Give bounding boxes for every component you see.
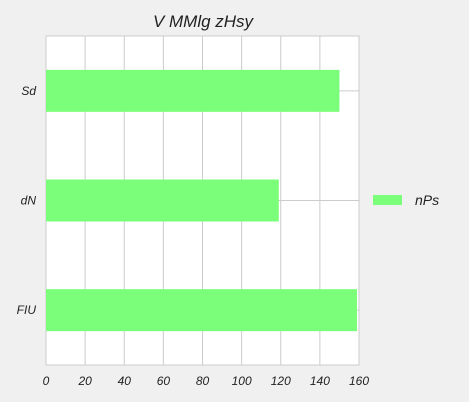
- x-tick-label: 100: [232, 374, 252, 388]
- bars: [46, 69, 358, 332]
- x-tick-label: 120: [271, 374, 291, 388]
- x-tick-label: 40: [118, 374, 132, 388]
- x-axis-ticks: 0 20 40 60 80 100 120 140 160: [43, 374, 370, 388]
- x-tick-label: 60: [157, 374, 171, 388]
- bar-dn: [46, 179, 279, 222]
- x-tick-label: 160: [349, 374, 369, 388]
- x-tick-label: 0: [43, 374, 50, 388]
- x-tick-label: 140: [310, 374, 330, 388]
- bar-sd: [46, 69, 340, 112]
- y-tick-label: dN: [21, 194, 37, 208]
- y-tick-label: Sd: [21, 84, 36, 98]
- legend-label: nPs: [415, 192, 439, 208]
- y-tick-label: FIU: [17, 303, 37, 317]
- chart-title: V MMlg zHsy: [153, 12, 255, 31]
- legend: nPs: [373, 192, 439, 208]
- x-tick-label: 20: [77, 374, 92, 388]
- bar-fiu: [46, 289, 358, 332]
- legend-swatch: [373, 195, 402, 205]
- x-tick-label: 80: [196, 374, 210, 388]
- y-axis-ticks: Sd dN FIU: [17, 84, 37, 317]
